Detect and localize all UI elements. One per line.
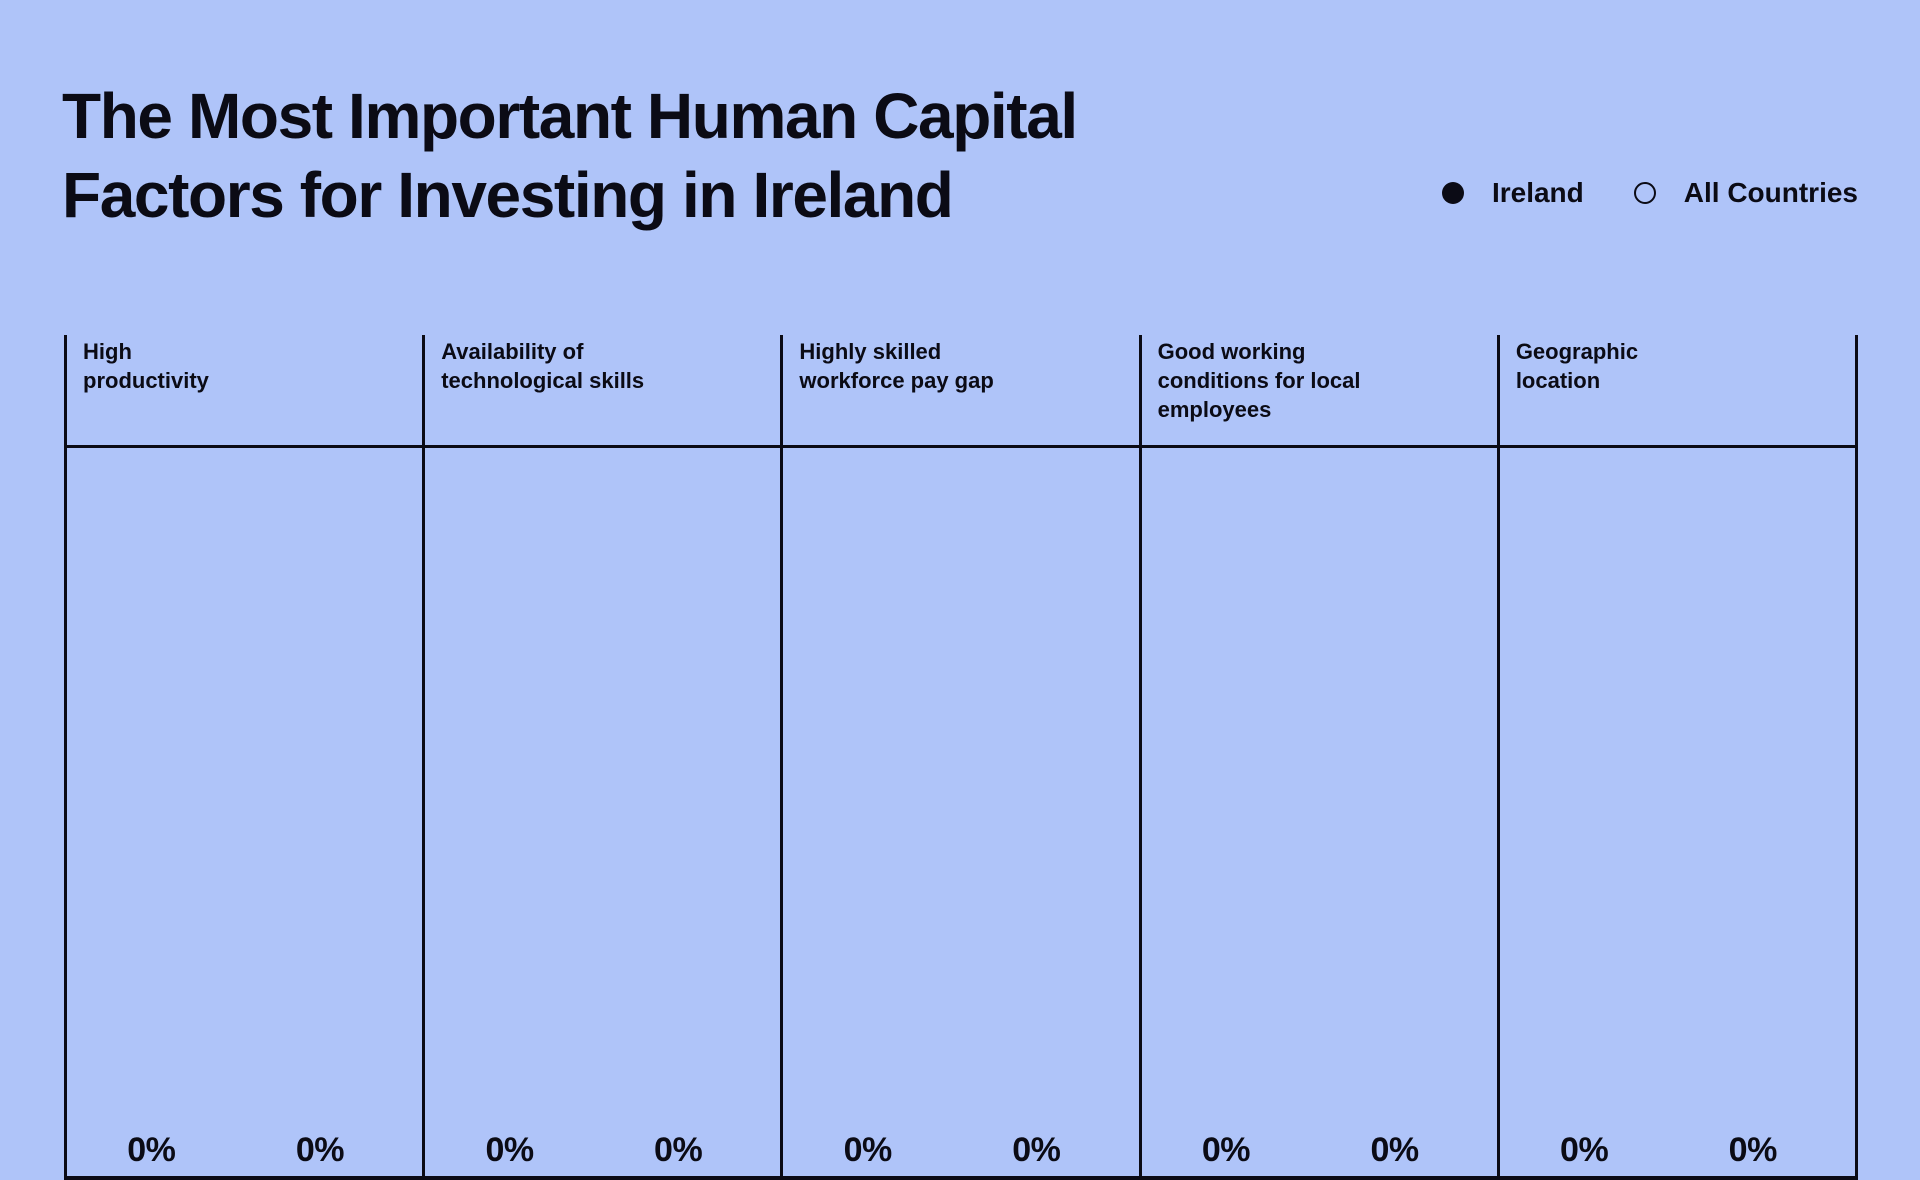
bar-value-label: 0% [1370, 1131, 1419, 1169]
chart-title-line-1: The Most Important Human Capital [62, 80, 1078, 152]
bar-area: 0% 0% [783, 448, 1138, 1180]
legend: Ireland All Countries [1441, 177, 1858, 209]
bar-value-label: 0% [127, 1131, 176, 1169]
chart-title: The Most Important Human Capital Factors… [62, 77, 1078, 235]
bar-group-all-countries: 0% [594, 1125, 763, 1170]
bar-value-label: 0% [654, 1131, 703, 1169]
bar-group-ireland: 0% [67, 1125, 236, 1170]
legend-item-ireland[interactable]: Ireland [1441, 177, 1584, 209]
category-header: Availability of technological skills [425, 335, 781, 448]
bar-group-ireland: 0% [1142, 1125, 1311, 1170]
chart-title-line-2: Factors for Investing in Ireland [62, 159, 954, 231]
bar-area: 0% 0% [1142, 448, 1497, 1180]
bar-group-all-countries: 0% [1310, 1125, 1479, 1170]
bar-value-label: 0% [1728, 1131, 1778, 1169]
category-header: Highly skilled workforce pay gap [783, 335, 1139, 448]
x-axis-baseline [64, 1176, 1858, 1180]
category-column-technological-skills: Availability of technological skills 0% … [422, 335, 781, 1180]
bar-group-all-countries: 0% [1668, 1125, 1837, 1170]
bar-value-label: 0% [485, 1131, 534, 1169]
category-column-high-productivity: High productivity 0% 0% [64, 335, 423, 1180]
open-circle-icon [1633, 182, 1656, 204]
bar-value-label: 0% [843, 1131, 893, 1169]
bar-group-ireland: 0% [1500, 1125, 1669, 1170]
category-column-working-conditions: Good working conditions for local employ… [1138, 335, 1497, 1180]
bar-value-label: 0% [1560, 1131, 1609, 1169]
bar-area: 0% 0% [67, 448, 422, 1180]
bar-value-label: 0% [295, 1131, 345, 1169]
legend-label-ireland: Ireland [1491, 177, 1584, 208]
bar-group-all-countries: 0% [952, 1125, 1121, 1170]
category-header: High productivity [67, 335, 423, 448]
category-column-workforce-pay-gap: Highly skilled workforce pay gap 0% 0% [780, 335, 1139, 1180]
bar-value-label: 0% [1012, 1131, 1061, 1169]
bar-group-ireland: 0% [425, 1125, 594, 1170]
bar-chart-grid: High productivity 0% 0% Availability of … [64, 335, 1858, 1180]
category-column-geographic-location: Geographic location 0% 0% [1496, 335, 1856, 1180]
category-header: Good working conditions for local employ… [1141, 335, 1497, 448]
legend-label-all-countries: All Countries [1683, 177, 1858, 208]
bar-value-label: 0% [1201, 1131, 1251, 1169]
bar-group-all-countries: 0% [236, 1125, 405, 1170]
filled-circle-icon [1441, 182, 1464, 204]
legend-item-all-countries[interactable]: All Countries [1633, 177, 1858, 209]
bar-area: 0% 0% [1500, 448, 1855, 1180]
category-header: Geographic location [1499, 335, 1856, 448]
bar-area: 0% 0% [425, 448, 780, 1180]
bar-group-ireland: 0% [783, 1125, 952, 1170]
